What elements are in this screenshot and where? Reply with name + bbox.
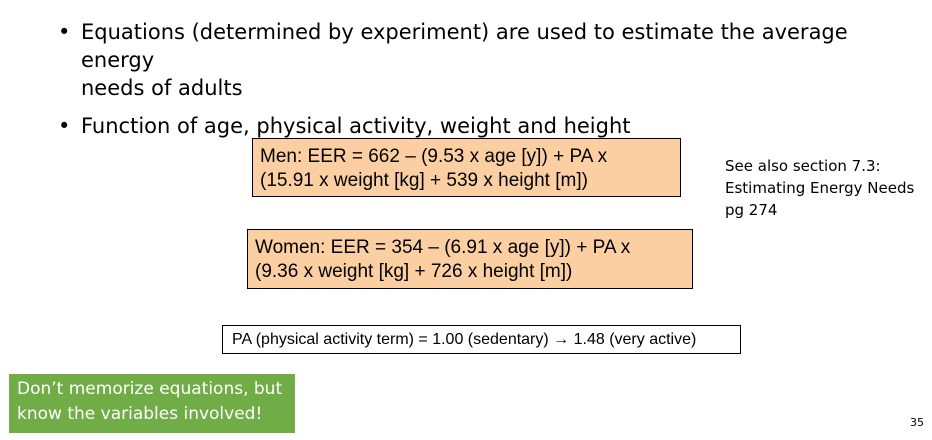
see-also-line: See also section 7.3: (725, 157, 881, 175)
page-number: 35 (910, 416, 924, 429)
men-equation-box: Men: EER = 662 – (9.53 x age [y]) + PA x… (252, 138, 681, 197)
note-line: know the variables involved! (17, 404, 263, 424)
note-line: Don’t memorize equations, but (17, 379, 283, 399)
bullet-list: • Equations (determined by experiment) a… (58, 18, 918, 150)
bullet-text-line: Function of age, physical activity, weig… (81, 114, 631, 138)
memorize-note-box: Don’t memorize equations, but know the v… (9, 374, 295, 433)
bullet-item: • Equations (determined by experiment) a… (58, 18, 918, 102)
men-equation-line: (15.91 x weight [kg] + 539 x height [m]) (260, 170, 588, 191)
women-equation-line: Women: EER = 354 – (6.91 x age [y]) + PA… (255, 237, 631, 258)
bullet-text-line: Equations (determined by experiment) are… (81, 20, 848, 72)
bullet-marker: • (58, 114, 71, 138)
pa-term-box: PA (physical activity term) = 1.00 (sede… (222, 325, 741, 354)
bullet-marker: • (58, 20, 71, 44)
bullet-text-line: needs of adults (81, 76, 243, 100)
bullet-item: • Function of age, physical activity, we… (58, 112, 918, 140)
see-also-reference: See also section 7.3: Estimating Energy … (725, 155, 925, 221)
men-equation-line: Men: EER = 662 – (9.53 x age [y]) + PA x (260, 146, 608, 167)
see-also-line: Estimating Energy Needs (725, 179, 915, 197)
women-equation-box: Women: EER = 354 – (6.91 x age [y]) + PA… (247, 229, 693, 289)
see-also-line: pg 274 (725, 201, 778, 219)
women-equation-line: (9.36 x weight [kg] + 726 x height [m]) (255, 261, 573, 282)
